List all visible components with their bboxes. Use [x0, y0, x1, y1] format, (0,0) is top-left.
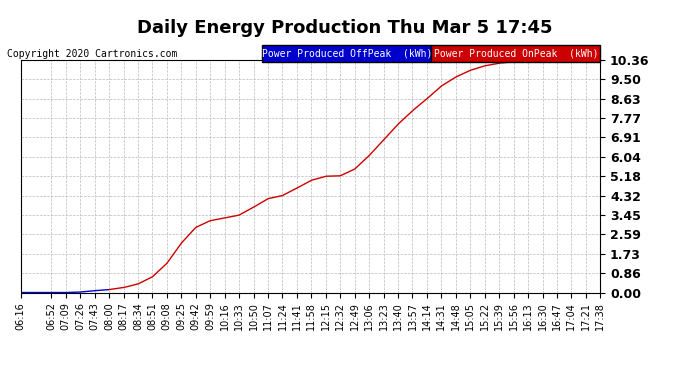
Text: Copyright 2020 Cartronics.com: Copyright 2020 Cartronics.com — [7, 50, 177, 59]
Text: Daily Energy Production Thu Mar 5 17:45: Daily Energy Production Thu Mar 5 17:45 — [137, 19, 553, 37]
FancyBboxPatch shape — [431, 45, 600, 62]
Text: Power Produced OffPeak  (kWh): Power Produced OffPeak (kWh) — [262, 48, 432, 58]
FancyBboxPatch shape — [262, 45, 431, 62]
Text: Power Produced OnPeak  (kWh): Power Produced OnPeak (kWh) — [433, 48, 598, 58]
